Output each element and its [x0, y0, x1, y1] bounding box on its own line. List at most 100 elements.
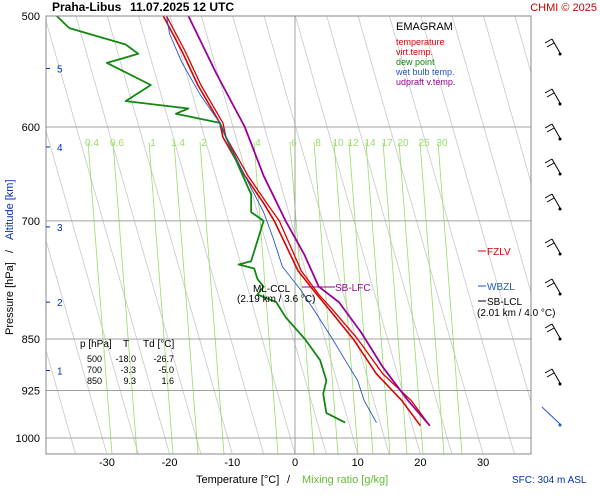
chart-name: EMAGRAM — [396, 21, 453, 33]
fzlv-label: FZLV — [487, 247, 511, 258]
wind-barb — [544, 123, 562, 141]
wind-barb — [544, 238, 562, 256]
wind-barb-dot — [558, 252, 562, 256]
plot-frame — [45, 15, 532, 455]
mixing-ratio-line — [437, 141, 463, 454]
wind-barb-dot — [558, 382, 562, 386]
mixing-ratio-label: 10 — [332, 138, 344, 149]
wind-barb-dot — [558, 102, 562, 106]
mixing-ratio-line — [348, 141, 374, 454]
wind-barb-flag — [544, 38, 553, 44]
ylabel-pressure: Pressure [hPa] — [4, 262, 16, 335]
mixing-ratio-line — [365, 141, 391, 454]
mixing-ratio-label: 4 — [255, 138, 261, 149]
dry-adiabat-line — [420, 16, 531, 404]
ylabel-altitude: Altitude [km] — [4, 179, 16, 240]
wind-barb-flag — [544, 88, 553, 94]
wind-barb-flag — [544, 368, 553, 374]
dry-adiabat-line — [326, 16, 453, 454]
table-cell: 9.3 — [123, 376, 136, 386]
pressure-tick-label: 700 — [22, 216, 40, 228]
mixing-ratio-label: 12 — [347, 138, 359, 149]
dry-adiabat-line — [106, 16, 233, 454]
mixing-ratio-label: 1 — [150, 138, 156, 149]
series-line-wet-bulb-temp- — [166, 16, 377, 423]
pressure-tick-label: 850 — [22, 334, 40, 346]
dry-adiabat-line — [357, 16, 484, 454]
wind-barb-staff — [551, 323, 561, 339]
mixing-ratio-line — [333, 141, 359, 454]
wind-barb-flag — [544, 323, 553, 329]
pressure-tick-label: 1000 — [16, 433, 40, 445]
table-header-t: T — [123, 339, 129, 350]
wind-barb-staff — [551, 123, 561, 139]
altitude-tick-label: 2 — [57, 298, 63, 309]
mixing-ratio-label: 0.4 — [85, 138, 99, 149]
wind-barb-flag — [546, 372, 555, 378]
dry-adiabat-line — [263, 16, 390, 454]
mixing-ratio-line — [313, 141, 339, 454]
temperature-tick-label: 30 — [477, 457, 489, 469]
mixing-ratio-line — [112, 141, 138, 454]
wind-barb-dot — [558, 207, 562, 211]
pressure-tick-label: 925 — [22, 386, 40, 398]
y-axis-label: Pressure [hPa] / Altitude [km] — [4, 179, 16, 335]
dry-adiabat-line — [75, 16, 202, 454]
wind-barb-dot — [558, 172, 562, 176]
wind-barb-staff — [551, 38, 561, 54]
mixing-ratio-line — [199, 141, 225, 454]
wind-barb-flag — [546, 127, 555, 133]
mixing-ratio-label: 17 — [381, 138, 393, 149]
wind-barb-flag — [546, 282, 555, 288]
wind-barb — [544, 158, 562, 176]
wind-barb-flag — [546, 197, 555, 203]
dry-adiabat-line — [46, 239, 108, 454]
station-name: Praha-Libus — [52, 0, 122, 14]
wind-barb-staff — [551, 158, 561, 174]
legend-entry: virt.temp. — [396, 47, 433, 57]
dry-adiabat-line — [46, 19, 170, 454]
wbzl-label: WBZL — [487, 282, 515, 293]
wind-barb-flag — [544, 278, 553, 284]
mixing-ratio-label: 0.6 — [110, 138, 124, 149]
wind-barb-dot — [558, 292, 562, 296]
mixing-ratio-line — [148, 141, 174, 454]
series-line-virt-temp- — [165, 16, 431, 427]
altitude-tick-label: 1 — [57, 366, 63, 377]
ml-ccl-detail: (2.19 km / 3.6 °C) — [237, 294, 315, 305]
dry-adiabat-line — [138, 16, 265, 454]
wind-barb — [544, 193, 562, 211]
xlabel-temperature: Temperature [°C] — [196, 474, 279, 486]
dry-adiabat-line — [46, 348, 76, 454]
xlabel-mixing: Mixing ratio [g/kg] — [302, 474, 388, 486]
table-cell: 850 — [87, 376, 102, 386]
dry-adiabat-line — [514, 16, 531, 75]
dry-adiabat-line — [169, 16, 296, 454]
table-cell: -18.0 — [115, 354, 136, 364]
mixing-ratio-label: 14 — [364, 138, 376, 149]
legend-entry: temperature — [396, 37, 445, 47]
mixing-ratio-line — [173, 141, 199, 454]
dry-adiabat-line — [295, 16, 421, 454]
altitude-tick-label: 4 — [57, 143, 63, 154]
wind-barb-dot — [558, 137, 562, 141]
altitude-tick-label: 5 — [57, 64, 63, 75]
wind-barb-staff — [551, 368, 561, 384]
sb-lcl-label: SB-LCL — [487, 297, 522, 308]
wind-barb-flag — [544, 123, 553, 129]
legend-entry: udpraft v.temp. — [396, 77, 455, 87]
ml-ccl-label: ML-CCL — [253, 284, 291, 295]
mixing-ratio-label: 30 — [436, 138, 448, 149]
series-line-temperature — [162, 16, 422, 427]
wind-barb-flag — [546, 162, 555, 168]
xlabel-sep: / — [287, 474, 291, 486]
wind-barb-flag — [546, 42, 555, 48]
dry-adiabat-line — [483, 16, 531, 184]
pressure-tick-label: 600 — [22, 122, 40, 134]
ylabel-sep: / — [4, 249, 16, 253]
wind-barb-dot — [558, 52, 562, 56]
copyright: CHMI © 2025 — [530, 2, 597, 14]
mixing-ratio-label: 25 — [418, 138, 430, 149]
